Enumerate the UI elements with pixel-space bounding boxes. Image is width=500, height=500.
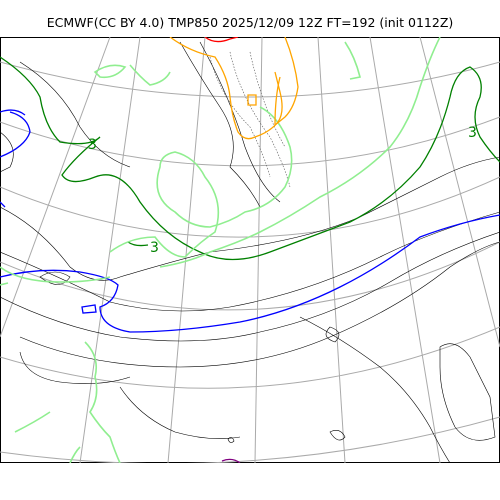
isotherm-line [204,37,239,43]
meridian-line [79,37,141,463]
isotherm-line [0,214,500,333]
isotherm-line [0,266,111,283]
latitude-line [0,326,500,389]
meridian-line [419,37,500,348]
isotherm-line [159,37,441,268]
isotherm-3 [0,56,500,261]
meridian-line [317,37,346,463]
coastline [19,241,500,368]
coastline [209,56,271,178]
coastline [329,430,346,441]
isotherm-line [221,458,241,463]
map-title: ECMWF(CC BY 4.0) TMP850 2025/12/09 12Z F… [46,15,454,30]
coastline [199,41,281,203]
map-frame [0,37,500,463]
latitude-line [0,241,500,311]
isotherm-line [81,304,97,314]
isotherm-line [93,64,127,79]
meridian-line [0,37,111,338]
contour-label: 3 [88,137,97,153]
coastline [0,231,500,342]
isotherm-6 [0,37,441,463]
coastline [227,437,235,443]
meridian-line [369,37,441,463]
coastline [439,343,496,441]
coastline [19,61,131,168]
coastline [0,156,500,281]
isotherm-line [129,64,171,86]
contour-label: 3 [150,240,159,256]
coastline [39,271,71,285]
latitude-line [0,416,500,463]
isotherm-line [127,241,149,247]
contour-label: 3 [468,125,477,141]
coastline [229,51,291,188]
isotherm-0 [0,109,500,333]
isotherm-line [109,106,293,258]
coastline [19,351,131,384]
coastlines-dotted [209,51,291,188]
isotherm-line [14,411,51,433]
isotherm-line [247,94,257,106]
isotherm-line [274,37,299,127]
isotherm-line [344,41,361,80]
meridian-line [167,37,206,463]
isotherm-line [0,201,6,208]
isotherm-line [84,341,121,463]
coastline [119,386,241,439]
coastline [179,41,261,208]
isotherm-line [0,56,500,261]
isotherm-line [0,111,31,158]
isotherm-line [0,109,26,116]
isotherm-line [0,282,9,286]
coastline [299,316,451,463]
isotherm-line [69,446,81,463]
isotherm-12 [204,37,239,43]
coastline [325,326,340,343]
isotherm-9 [169,37,299,140]
temperature-map: 3 3 3 [0,37,500,463]
graticule [0,37,500,463]
isotherm-neg [221,458,241,463]
